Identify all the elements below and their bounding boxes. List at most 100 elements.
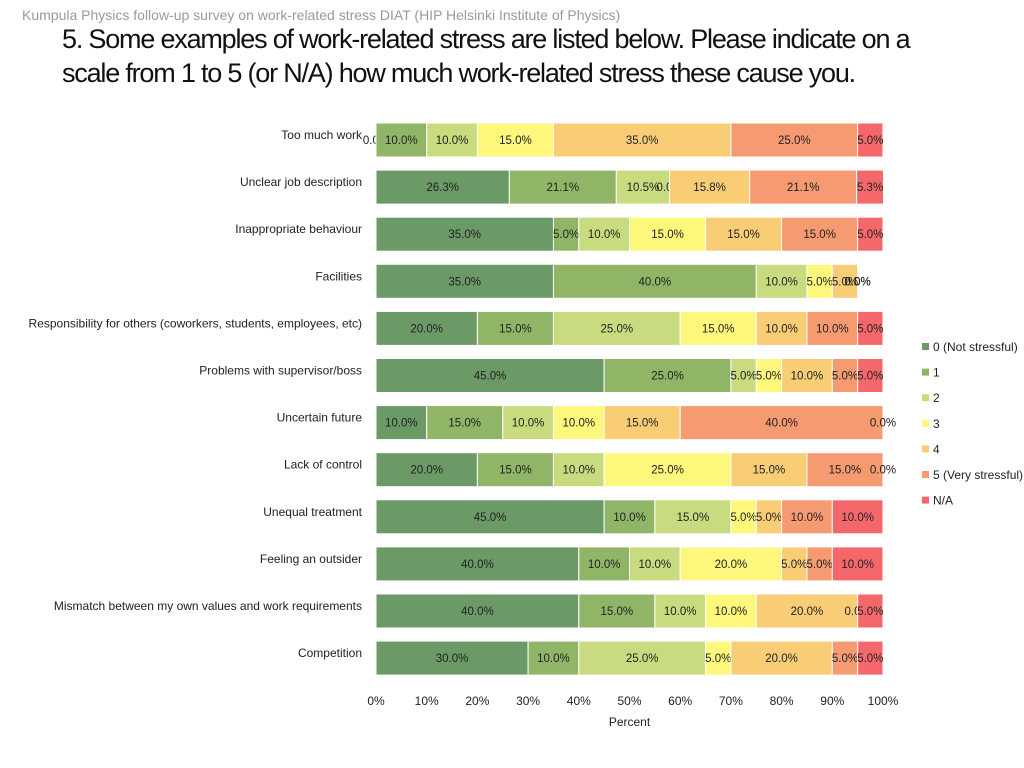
data-label: 10.0% xyxy=(588,229,621,241)
bar-segment xyxy=(375,310,478,346)
data-label: 5.0% xyxy=(832,276,858,288)
bar-segment xyxy=(375,499,605,535)
bar-segment xyxy=(375,358,605,393)
bar-segment xyxy=(755,499,783,535)
data-label: 10.0% xyxy=(639,559,672,571)
legend-entry: 0 (Not stressful) xyxy=(933,340,1018,354)
bar-segment xyxy=(857,593,884,629)
bar-segment xyxy=(831,499,884,535)
data-label: 5.0% xyxy=(832,653,858,665)
data-label: 5.0% xyxy=(730,371,756,383)
data-label: 10.0% xyxy=(512,418,545,430)
legend-entry: 3 xyxy=(933,417,940,431)
x-axis-title: Percent xyxy=(609,715,651,729)
data-label: 5.0% xyxy=(857,323,883,335)
bar-segment xyxy=(755,593,859,629)
data-label: 5.0% xyxy=(857,653,883,665)
data-label: 10.0% xyxy=(588,559,621,571)
bar-segment xyxy=(755,310,808,346)
data-label: 10.0% xyxy=(436,135,469,147)
x-tick-label: 80% xyxy=(770,694,794,708)
bar-segment xyxy=(806,452,884,488)
bar-segment xyxy=(552,263,757,299)
legend-swatch xyxy=(922,419,929,427)
bar-segment xyxy=(831,640,859,676)
data-label: 15.0% xyxy=(626,418,659,430)
bar-segment xyxy=(476,452,554,488)
title-line-2: scale from 1 to 5 (or N/A) how much work… xyxy=(62,58,856,88)
data-label: 21.1% xyxy=(787,182,820,194)
bar-segment xyxy=(578,546,630,582)
bar-segment xyxy=(781,546,808,582)
bar-segment xyxy=(375,593,580,629)
data-label: 5.0% xyxy=(756,371,782,383)
bar-segment xyxy=(552,122,732,158)
data-label: 10.0% xyxy=(816,323,849,335)
bar-segment xyxy=(502,405,554,441)
category-label: Feeling an outsider xyxy=(260,552,362,566)
legend-swatch xyxy=(922,368,929,376)
bar-segment xyxy=(781,358,833,393)
data-label: 26.3% xyxy=(426,182,459,194)
bar-segment xyxy=(476,310,554,346)
x-tick-label: 60% xyxy=(668,694,692,708)
bar-segment xyxy=(806,263,833,299)
data-label: 15.0% xyxy=(829,465,862,477)
data-label: 0.0% xyxy=(870,418,896,430)
bar-segment xyxy=(755,263,808,299)
bar-segment xyxy=(781,216,859,252)
data-label: 5.0% xyxy=(857,606,883,618)
bar-segment xyxy=(375,216,554,252)
data-label: 40.0% xyxy=(461,606,494,618)
bar-segment xyxy=(730,640,833,676)
data-label: 21.1% xyxy=(547,182,580,194)
title-line-1: 5. Some examples of work-related stress … xyxy=(62,24,911,54)
data-label: 5.0% xyxy=(781,559,807,571)
data-label: 5.0% xyxy=(832,371,858,383)
data-label: 10.0% xyxy=(841,512,874,524)
category-label: Unclear job description xyxy=(240,175,362,189)
data-label: 10.0% xyxy=(385,135,418,147)
data-label: 0.0% xyxy=(870,465,896,477)
category-label: Inappropriate behaviour xyxy=(235,222,362,236)
bar-segment xyxy=(375,122,428,158)
bar-segment xyxy=(603,452,732,488)
x-tick-label: 90% xyxy=(820,694,844,708)
data-label: 15.0% xyxy=(499,323,532,335)
data-label: 10.0% xyxy=(765,276,798,288)
data-label: 20.0% xyxy=(410,465,443,477)
data-label: 10.0% xyxy=(841,559,874,571)
legend-entry: 5 (Very stressful) xyxy=(933,468,1023,482)
data-label: 10.5% xyxy=(627,182,660,194)
bar-segment xyxy=(552,216,580,252)
bar-segment xyxy=(654,499,732,535)
bar-segment xyxy=(730,499,757,535)
data-label: 5.0% xyxy=(857,229,883,241)
bar-segment xyxy=(426,405,504,441)
x-tick-label: 0% xyxy=(367,694,385,708)
data-label: 40.0% xyxy=(765,418,798,430)
data-label: 20.0% xyxy=(410,323,443,335)
category-label: Unequal treatment xyxy=(263,505,362,519)
data-label: 10.0% xyxy=(613,512,646,524)
bar-segment xyxy=(552,310,681,346)
data-label: 20.0% xyxy=(791,606,824,618)
data-label: 15.0% xyxy=(702,323,735,335)
bar-segment xyxy=(654,593,707,629)
legend-entry: N/A xyxy=(933,494,953,508)
bar-segment xyxy=(679,405,884,441)
data-label: 25.0% xyxy=(651,371,684,383)
legend-entry: 4 xyxy=(933,442,940,456)
data-label: 25.0% xyxy=(651,465,684,477)
legend-entry: 1 xyxy=(933,366,940,380)
legend-swatch xyxy=(922,471,929,478)
bar-segment xyxy=(831,546,884,582)
bar-segment xyxy=(857,122,884,158)
data-label: 10.0% xyxy=(385,418,418,430)
data-label: 15.0% xyxy=(727,229,760,241)
data-label: 15.8% xyxy=(693,182,726,194)
bar-segment xyxy=(669,169,751,205)
bar-segment xyxy=(375,405,428,441)
bar-segment xyxy=(705,216,783,252)
